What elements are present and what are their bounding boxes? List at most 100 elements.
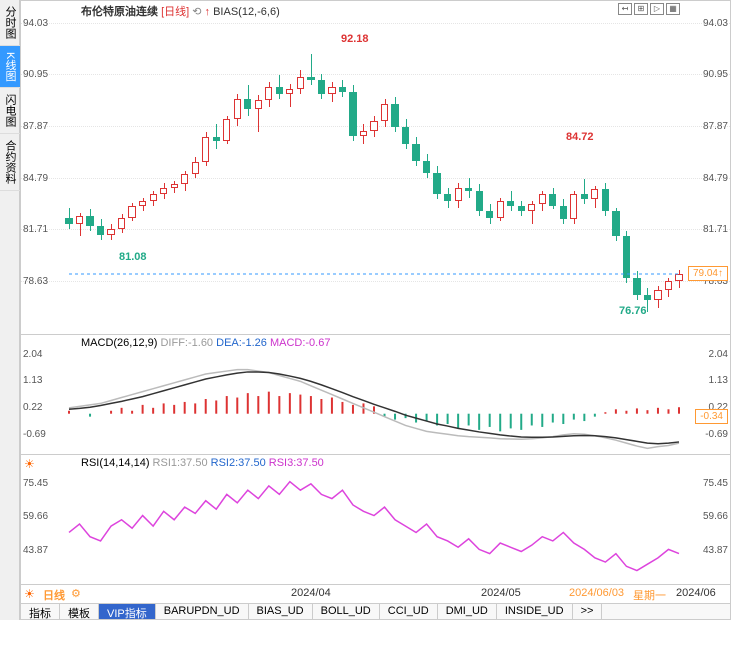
candle [76, 216, 83, 224]
y-label-left: 81.71 [23, 224, 48, 235]
candle [539, 194, 546, 204]
candle [665, 281, 672, 289]
indicator-tab-9[interactable]: >> [573, 604, 603, 619]
indicator-tab-7[interactable]: DMI_UD [438, 604, 497, 619]
candle [570, 194, 577, 219]
candle [465, 188, 472, 191]
y-label-right: 81.71 [703, 224, 728, 235]
candle [402, 127, 409, 144]
indicator-tab-6[interactable]: CCI_UD [380, 604, 438, 619]
candle [171, 184, 178, 187]
candle [623, 236, 630, 278]
indicator-tabs: 指标模板VIP指标BARUPDN_UDBIAS_UDBOLL_UDCCI_UDD… [20, 603, 731, 620]
price-annotation: 76.76 [619, 305, 647, 317]
gear-icon[interactable]: ⚙ [71, 587, 81, 600]
sun-icon: ☀ [24, 457, 35, 471]
candle [202, 137, 209, 162]
price-annotation: 92.18 [341, 33, 369, 45]
left-sidebar: 分时图K线图闪电图合约资料 [0, 0, 20, 620]
y-label-right: 87.87 [703, 121, 728, 132]
indicator-tab-8[interactable]: INSIDE_UD [497, 604, 573, 619]
panel-top-icons: ↤ ⊞ ▷ ▦ [618, 3, 680, 15]
candle [118, 218, 125, 230]
candle [349, 92, 356, 136]
indicator-tab-5[interactable]: BOLL_UD [313, 604, 380, 619]
y-label-left: 87.87 [23, 121, 48, 132]
candle [497, 201, 504, 218]
x-axis-label: 2024/06/03 [569, 587, 624, 599]
candle [181, 174, 188, 184]
current-price-tag: 79.04↑ [688, 266, 728, 281]
sidebar-tab-3[interactable]: 合约资料 [0, 134, 20, 191]
candle [412, 144, 419, 161]
candle [160, 188, 167, 195]
indicator-tab-4[interactable]: BIAS_UD [249, 604, 313, 619]
price-annotation: 84.72 [566, 131, 594, 143]
sun-icon-2: ☀ [24, 587, 35, 601]
candle [86, 216, 93, 226]
candle [654, 290, 661, 300]
candle [381, 104, 388, 121]
candle [307, 77, 314, 80]
candle [644, 295, 651, 300]
candle [675, 274, 682, 281]
price-annotation: 81.08 [119, 251, 147, 263]
candle [297, 77, 304, 89]
y-label-right: 90.95 [703, 69, 728, 80]
nav-prev-icon[interactable]: ↤ [618, 3, 632, 15]
rsi-header: RSI(14,14,14) RSI1:37.50 RSI2:37.50 RSI3… [81, 457, 324, 469]
indicator-tab-3[interactable]: BARUPDN_UD [156, 604, 249, 619]
candle [549, 194, 556, 206]
bias-up-icon: ↑ [205, 6, 211, 18]
candle [65, 218, 72, 225]
macd-header: MACD(26,12,9) DIFF:-1.60 DEA:-1.26 MACD:… [81, 337, 330, 349]
indicator-bias: BIAS(12,-6,6) [213, 6, 280, 18]
play-icon[interactable]: ▷ [650, 3, 664, 15]
macd-current-tag: -0.34 [695, 409, 728, 424]
candle [255, 100, 262, 108]
x-axis-label: 星期一 [633, 587, 666, 603]
rsi-panel[interactable]: ☀ RSI(14,14,14) RSI1:37.50 RSI2:37.50 RS… [20, 455, 731, 585]
candle [318, 80, 325, 93]
sidebar-tab-1[interactable]: K线图 [0, 46, 20, 88]
candle [107, 229, 114, 234]
x-axis-label: 2024/06 [676, 587, 716, 599]
chart-area: 布伦特原油连续 [日线] ⟲ ↑ BIAS(12,-6,6) ↤ ⊞ ▷ ▦ 9… [20, 0, 731, 620]
sidebar-tab-0[interactable]: 分时图 [0, 0, 20, 46]
candle [581, 194, 588, 199]
candle [433, 173, 440, 195]
y-label-left: 94.03 [23, 18, 48, 29]
candle [633, 278, 640, 295]
period-indicator: 日线 [43, 587, 65, 603]
refresh-icon[interactable]: ⟲ [192, 6, 201, 18]
price-panel[interactable]: 布伦特原油连续 [日线] ⟲ ↑ BIAS(12,-6,6) ↤ ⊞ ▷ ▦ 9… [20, 0, 731, 335]
time-axis: ☀ 日线 ⚙ 2024/042024/052024/06/03星期一2024/0… [20, 585, 731, 603]
candle [213, 137, 220, 140]
indicator-tab-0[interactable]: 指标 [21, 604, 60, 619]
candle [370, 121, 377, 131]
candle [423, 161, 430, 173]
candle [528, 204, 535, 211]
candle [150, 194, 157, 201]
indicator-tab-2[interactable]: VIP指标 [99, 604, 156, 619]
candle [455, 188, 462, 201]
sidebar-tab-2[interactable]: 闪电图 [0, 88, 20, 134]
candle [507, 201, 514, 206]
indicator-tab-1[interactable]: 模板 [60, 604, 99, 619]
y-label-left: 78.63 [23, 276, 48, 287]
y-label-left: 90.95 [23, 69, 48, 80]
macd-panel[interactable]: MACD(26,12,9) DIFF:-1.60 DEA:-1.26 MACD:… [20, 335, 731, 455]
candle [444, 194, 451, 201]
layout-icon[interactable]: ⊞ [634, 3, 648, 15]
instrument-title: 布伦特原油连续 [81, 6, 158, 18]
candle [476, 191, 483, 211]
candle [97, 226, 104, 234]
candle [265, 87, 272, 100]
price-header: 布伦特原油连续 [日线] ⟲ ↑ BIAS(12,-6,6) [81, 3, 280, 19]
candle [339, 87, 346, 92]
y-label-right: 84.79 [703, 173, 728, 184]
grid-icon[interactable]: ▦ [666, 3, 680, 15]
candle [360, 131, 367, 136]
candle [234, 99, 241, 119]
candle [139, 201, 146, 206]
